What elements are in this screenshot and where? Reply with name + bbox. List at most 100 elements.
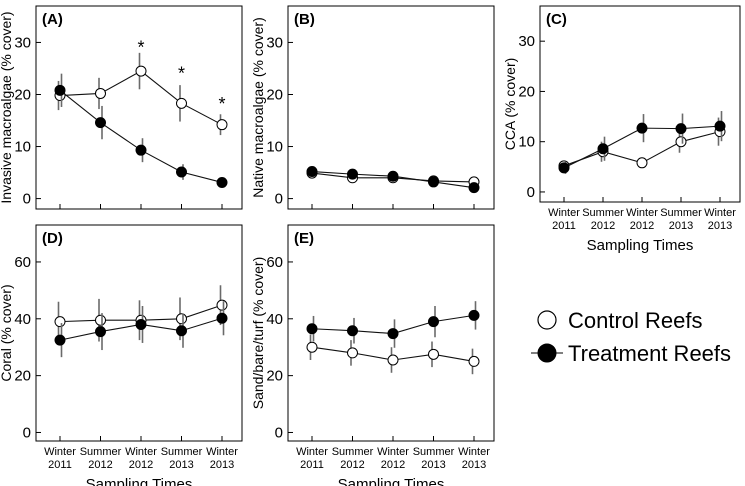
y-tick-label: 40 <box>266 311 283 328</box>
x-tick-label: Winter <box>626 207 658 219</box>
x-tick-label: 2013 <box>421 459 445 471</box>
data-point <box>216 299 228 311</box>
y-axis-label: Native macroalgae (% cover) <box>250 17 266 198</box>
panel-label: (A) <box>42 11 63 28</box>
x-tick-label: 2012 <box>129 459 153 471</box>
x-tick-label: Summer <box>80 446 122 458</box>
x-tick-label: 2013 <box>169 459 193 471</box>
data-point <box>675 123 687 135</box>
data-point <box>468 355 480 367</box>
legend-label-control: Control Reefs <box>568 308 703 333</box>
y-axis-label: Coral (% cover) <box>0 284 14 381</box>
data-point <box>636 157 648 169</box>
x-tick-label: 2012 <box>591 220 615 232</box>
x-tick-label: Winter <box>377 446 409 458</box>
x-tick-label: Summer <box>332 446 374 458</box>
data-point <box>387 354 399 366</box>
x-tick-label: Winter <box>206 446 238 458</box>
y-tick-label: 20 <box>14 86 31 103</box>
y-tick-label: 30 <box>266 34 283 51</box>
y-tick-label: 0 <box>527 184 535 201</box>
series-treatment <box>54 301 228 358</box>
y-tick-label: 20 <box>266 368 283 385</box>
series-treatment <box>306 301 480 348</box>
x-tick-label: Summer <box>161 446 203 458</box>
chart-panels: 0 10 20 30 (A) Invasive macroalgae (% cover) *… <box>0 5 741 486</box>
data-point <box>135 144 147 156</box>
plot-frame <box>35 224 243 442</box>
y-tick-label: 0 <box>23 191 31 208</box>
series-control <box>54 285 228 342</box>
y-tick-label: 30 <box>518 33 535 50</box>
data-point <box>558 162 570 174</box>
data-point <box>216 312 228 324</box>
y-tick-label: 40 <box>14 311 31 328</box>
legend-label-treatment: Treatment Reefs <box>568 341 731 366</box>
data-point <box>714 120 726 132</box>
y-tick-label: 20 <box>518 83 535 100</box>
panel-2: 0 10 20 30 (B) Native macroalgae (% cover) <box>250 5 495 210</box>
x-tick-label: Winter <box>44 446 76 458</box>
x-tick-label: 2011 <box>300 459 324 471</box>
data-point <box>468 309 480 321</box>
data-point <box>176 313 187 325</box>
plot-frame <box>287 224 495 442</box>
legend: Control Reefs Treatment Reefs <box>531 308 731 366</box>
y-tick-label: 30 <box>14 34 31 51</box>
legend-marker-treatment <box>537 343 557 363</box>
x-tick-label: 2012 <box>88 459 112 471</box>
plot-frame <box>287 5 495 210</box>
significance-marker: * <box>178 64 185 84</box>
data-point <box>54 316 66 328</box>
significance-marker: * <box>137 38 144 58</box>
data-point <box>347 347 358 359</box>
data-point <box>95 326 106 338</box>
y-axis-label: Invasive macroalgae (% cover) <box>0 11 14 203</box>
data-point <box>347 168 358 180</box>
y-tick-label: 60 <box>14 254 31 271</box>
data-point <box>135 65 147 77</box>
data-point <box>347 325 358 337</box>
data-point <box>95 314 106 326</box>
x-tick-label: Winter <box>458 446 490 458</box>
series-treatment <box>54 73 228 188</box>
y-tick-label: 0 <box>23 424 31 441</box>
data-point <box>216 119 228 131</box>
panel-3: 0102030Winter2011Summer2012Winter2012Sum… <box>502 5 741 254</box>
y-tick-label: 0 <box>275 424 283 441</box>
x-tick-label: 2011 <box>48 459 72 471</box>
x-tick-label: Summer <box>660 207 702 219</box>
x-tick-label: Winter <box>125 446 157 458</box>
x-tick-label: 2012 <box>340 459 364 471</box>
data-point <box>675 136 687 148</box>
x-tick-label: 2013 <box>462 459 486 471</box>
data-point <box>54 84 66 96</box>
x-tick-label: 2013 <box>669 220 693 232</box>
plot-frame <box>539 5 741 203</box>
data-point <box>387 328 399 340</box>
series-treatment <box>306 166 480 194</box>
panel-label: (B) <box>294 11 315 28</box>
data-point <box>306 323 318 335</box>
data-point <box>306 341 318 353</box>
panel-label: (E) <box>294 230 314 247</box>
data-point <box>428 316 439 328</box>
x-tick-label: Winter <box>704 207 736 219</box>
x-tick-label: Summer <box>413 446 455 458</box>
data-point <box>95 117 106 129</box>
panel-1: 0 10 20 30 (A) Invasive macroalgae (% cover) *… <box>0 5 243 210</box>
y-tick-label: 10 <box>266 139 283 156</box>
x-axis-label: Sampling Times <box>587 237 694 254</box>
data-point <box>428 176 439 188</box>
series-line <box>59 89 223 183</box>
x-tick-label: 2012 <box>381 459 405 471</box>
series-line <box>59 70 223 126</box>
data-point <box>597 143 609 155</box>
x-tick-label: 2011 <box>552 220 576 232</box>
series-treatment <box>558 111 726 174</box>
y-tick-label: 0 <box>275 191 283 208</box>
series-control <box>54 52 228 136</box>
data-point <box>468 182 480 194</box>
significance-marker: * <box>218 94 225 114</box>
